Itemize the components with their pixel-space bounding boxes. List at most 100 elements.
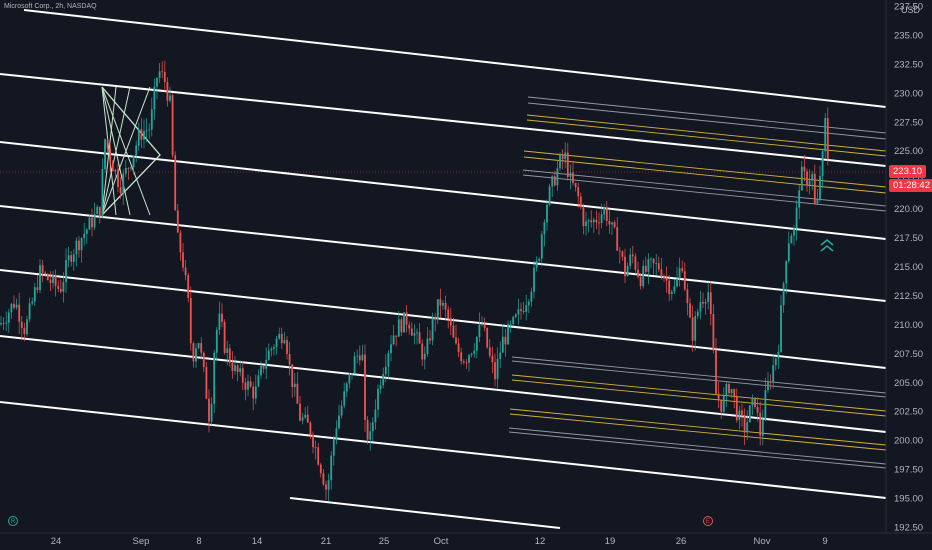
candle-body <box>816 198 819 204</box>
candle-body <box>176 210 179 233</box>
fib-line <box>523 156 887 194</box>
time-tick-label: Oct <box>434 536 449 547</box>
candle-body <box>431 317 434 341</box>
fib-line <box>526 114 887 152</box>
candle-body <box>343 391 346 406</box>
candle-body <box>267 350 270 360</box>
candle-body <box>774 358 777 366</box>
candle-body <box>634 256 637 270</box>
candle-body <box>800 166 803 191</box>
candle-body <box>790 235 793 244</box>
candle-body <box>413 333 416 336</box>
price-tick-label: 200.00 <box>894 436 923 447</box>
candle-body <box>416 332 418 334</box>
candle-body <box>494 362 496 380</box>
time-tick-label: 19 <box>605 536 616 547</box>
channel-line <box>0 335 887 433</box>
candle-body <box>803 166 806 172</box>
channel-line <box>0 269 887 369</box>
candle-body <box>400 319 403 333</box>
candle-body <box>330 455 333 481</box>
candle-body <box>291 364 294 388</box>
candle-body <box>382 374 385 386</box>
candle-body <box>782 283 785 306</box>
candle-body <box>694 316 697 341</box>
candle-body <box>660 269 663 277</box>
up-arrow-icon <box>820 238 834 252</box>
candle-body <box>670 291 673 294</box>
time-tick-label: 21 <box>321 536 332 547</box>
candle-body <box>595 219 598 223</box>
price-tick-label: 210.00 <box>894 320 923 331</box>
candle-body <box>96 206 99 214</box>
candle-body <box>101 169 104 217</box>
candle-body <box>306 414 309 423</box>
candle-body <box>806 171 808 186</box>
candle-body <box>408 324 411 329</box>
candle-body <box>590 220 593 223</box>
candle-body <box>426 338 429 354</box>
fan-line <box>101 86 117 216</box>
candle-body <box>824 118 827 152</box>
candle-body <box>501 336 504 353</box>
candle-body <box>444 302 447 310</box>
candle-body <box>772 365 775 383</box>
price-tick-label: 195.00 <box>894 494 923 505</box>
candle-body <box>738 410 741 421</box>
candle-body <box>241 368 244 383</box>
candle-body <box>208 398 210 422</box>
candle-body <box>543 222 546 235</box>
candle-body <box>777 351 780 359</box>
candle-body <box>587 220 590 222</box>
candle-body <box>283 340 286 344</box>
candle-body <box>0 323 2 325</box>
candle-body <box>520 309 522 312</box>
candle-body <box>569 172 572 177</box>
candle-body <box>124 168 127 174</box>
candle-body <box>200 343 203 353</box>
candle-body <box>447 309 450 319</box>
candle-body <box>702 302 704 304</box>
candle-body <box>140 129 143 140</box>
candle-body <box>637 269 639 277</box>
candle-body <box>798 190 801 208</box>
candle-body <box>46 273 49 280</box>
candle-body <box>312 434 314 448</box>
candle-body <box>18 304 21 322</box>
fib-line <box>511 374 887 412</box>
candle-body <box>132 155 135 168</box>
candle-body <box>127 168 130 169</box>
candle-body <box>504 336 507 345</box>
candle-body <box>689 303 691 318</box>
candle-body <box>234 365 236 371</box>
candle-body <box>345 383 348 392</box>
fib-line <box>523 150 887 188</box>
candle-body <box>59 289 62 292</box>
candle-body <box>371 422 374 432</box>
candle-body <box>288 354 291 365</box>
candle-body <box>67 255 70 261</box>
time-axis[interactable]: 24 Sep 8 14 21 25 Oct 12 19 26 Nov 9 <box>51 536 828 547</box>
candle-body <box>639 276 642 287</box>
candle-body <box>657 263 660 270</box>
candle-body <box>468 355 470 363</box>
candle-body <box>210 403 213 422</box>
candle-body <box>572 172 574 183</box>
price-tick-label: 237.50 <box>894 2 923 13</box>
candle-body <box>145 130 148 132</box>
price-tick-label: 207.50 <box>894 349 923 360</box>
candle-body <box>720 399 723 412</box>
candle-body <box>795 207 798 229</box>
candle-body <box>522 311 525 312</box>
candle-body <box>10 303 13 313</box>
candle-body <box>304 414 307 418</box>
candle-body <box>39 265 41 291</box>
marker-e-icon[interactable]: E <box>703 516 713 526</box>
candle-body <box>148 129 151 131</box>
marker-r-icon[interactable]: R <box>8 516 18 526</box>
candle-body <box>202 352 205 367</box>
candle-body <box>293 383 296 388</box>
last-price-tag: 223.10 <box>889 165 927 178</box>
candle-body <box>156 78 158 87</box>
